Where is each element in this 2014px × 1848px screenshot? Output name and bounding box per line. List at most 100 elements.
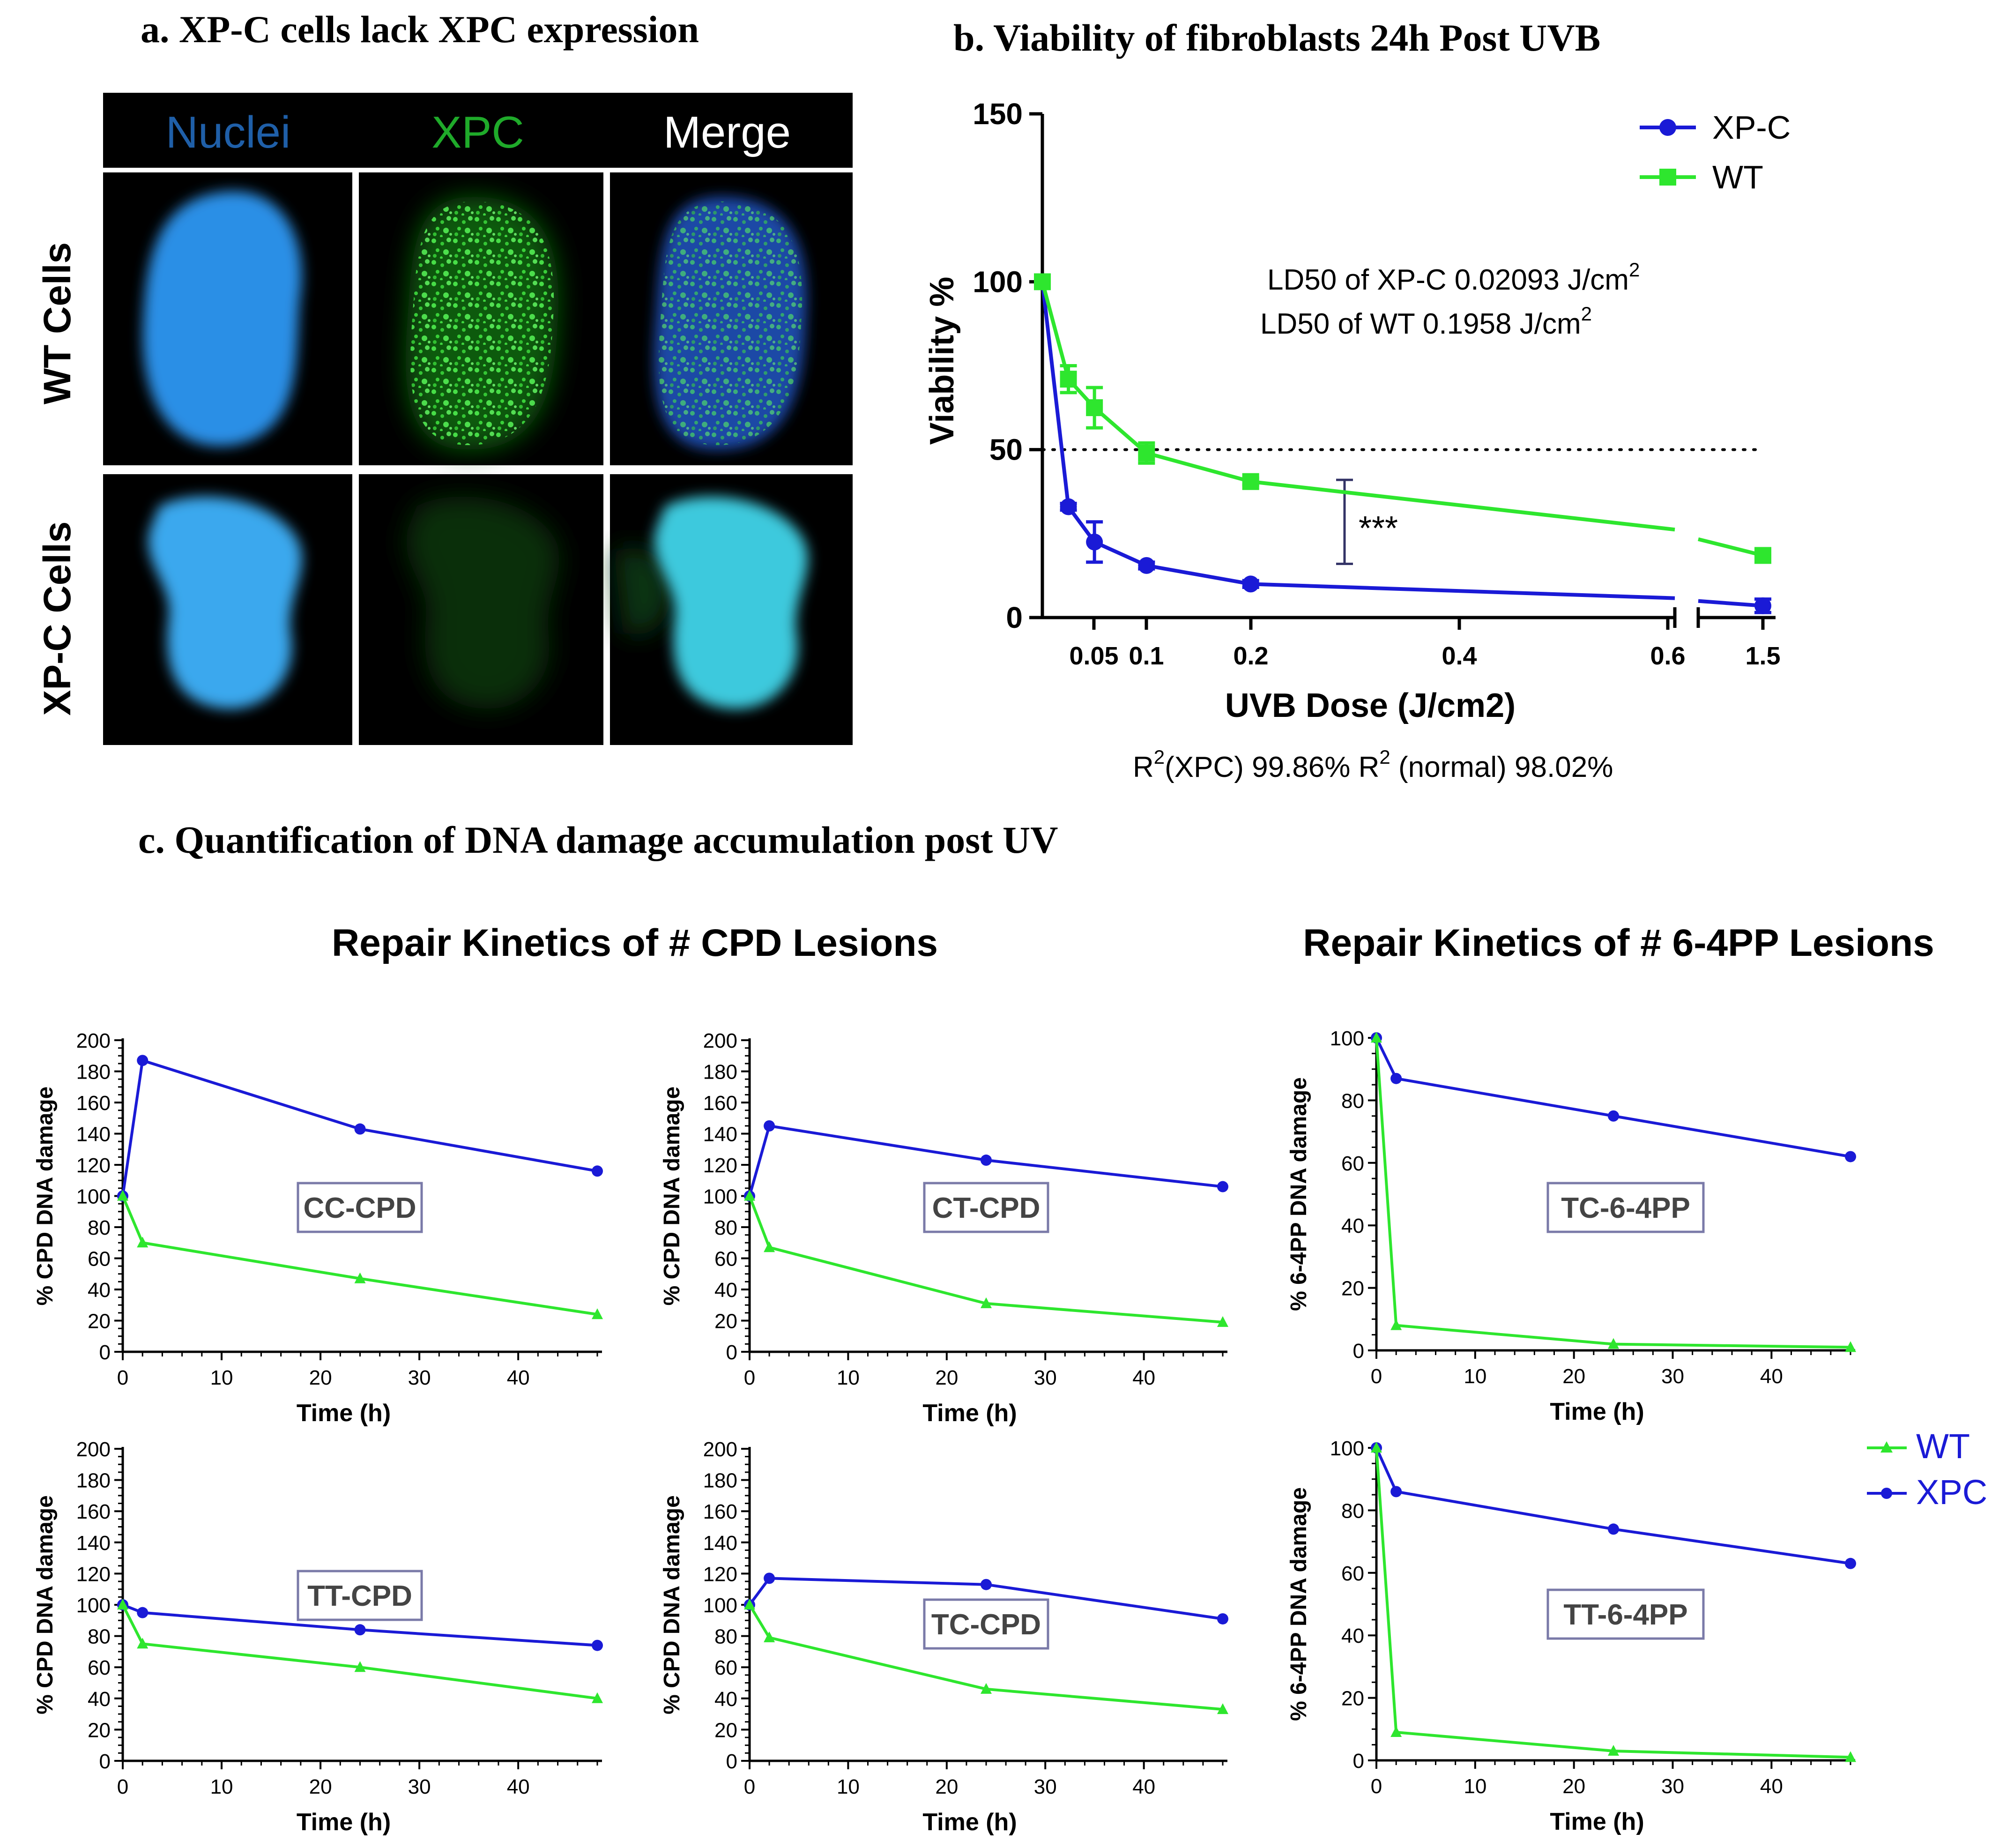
kinetics-line-xpc xyxy=(1375,1447,1851,1565)
kinetics-x-axis-title: Time (h) xyxy=(1550,1808,1644,1835)
kinetics-chart-label-box xyxy=(297,1182,423,1233)
kinetics-x-axis-title: Time (h) xyxy=(297,1400,391,1427)
kinetics-chart-label: TC-CPD xyxy=(931,1609,1041,1641)
significance-stars: *** xyxy=(1359,510,1398,547)
kinetics-x-tick-label: 30 xyxy=(1661,1775,1684,1798)
panel-c-title: c. Quantification of DNA damage accumula… xyxy=(138,819,1058,861)
kinetics-line-wt xyxy=(121,1604,598,1700)
kinetics-y-tick-label: 0 xyxy=(99,1341,111,1364)
kinetics-y-tick-label: 80 xyxy=(714,1625,737,1648)
kinetics-x-tick-label: 40 xyxy=(1760,1365,1783,1388)
kinetics-point-wt xyxy=(117,1599,128,1610)
kinetics-y-tick-label: 40 xyxy=(88,1688,111,1711)
kinetics-x-tick-label: 40 xyxy=(1132,1366,1155,1389)
ld50-xpc-annotation: LD50 of XP-C 0.02093 J/cm2 xyxy=(1267,259,1640,296)
kinetics-x-axis-title: Time (h) xyxy=(922,1809,1017,1836)
kinetics-x-tick-label: 10 xyxy=(1464,1365,1486,1388)
kinetics-y-tick-label: 200 xyxy=(76,1438,111,1461)
kinetics-x-axis-title: Time (h) xyxy=(297,1809,391,1836)
kinetics-point-wt xyxy=(1608,1744,1619,1756)
kinetics-x-tick-label: 20 xyxy=(309,1366,332,1389)
kinetics-point-wt xyxy=(137,1638,149,1649)
kinetics-x-tick-label: 30 xyxy=(1661,1365,1684,1388)
viability-y-axis-title: Viability % xyxy=(923,277,961,445)
kinetics-y-tick-label: 60 xyxy=(1341,1562,1364,1585)
kinetics-x-axis-title: Time (h) xyxy=(922,1400,1017,1427)
kinetics-point-wt xyxy=(592,1308,603,1319)
kinetics-y-tick-label: 160 xyxy=(76,1500,111,1523)
kinetics-y-tick-label: 40 xyxy=(714,1688,737,1711)
kinetics-point-wt xyxy=(1608,1338,1619,1349)
kinetics-y-tick-label: 160 xyxy=(703,1092,737,1115)
kinetics-y-tick-label: 20 xyxy=(1341,1687,1364,1710)
kinetics-x-tick-label: 0 xyxy=(744,1775,755,1798)
kinetics-y-tick-label: 0 xyxy=(99,1750,111,1773)
kinetics-y-axis-title: % 6-4PP DNA damage xyxy=(1286,1077,1311,1311)
viability-y-tick-label: 100 xyxy=(973,265,1023,298)
kinetics-y-tick-label: 100 xyxy=(1330,1437,1364,1460)
kinetics-x-tick-label: 20 xyxy=(1562,1365,1585,1388)
kinetics-y-tick-label: 120 xyxy=(703,1563,737,1586)
kinetics-point-xpc xyxy=(1608,1523,1619,1535)
kinetics-y-tick-label: 100 xyxy=(76,1594,111,1617)
kinetics-y-tick-label: 40 xyxy=(88,1279,111,1302)
panel-a-header-bar xyxy=(103,93,853,168)
kinetics-point-xpc xyxy=(1217,1613,1228,1624)
kinetics-point-xpc xyxy=(1845,1557,1856,1569)
kinetics-x-tick-label: 10 xyxy=(837,1775,860,1798)
r-squared-annotation: R2(XPC) 99.86% R2 (normal) 98.02% xyxy=(1133,746,1613,783)
kinetics-point-wt xyxy=(1390,1319,1402,1330)
kinetics-point-xpc xyxy=(1390,1073,1402,1084)
kinetics-chart-label: TT-CPD xyxy=(307,1580,412,1612)
kinetics-x-tick-label: 20 xyxy=(935,1775,958,1798)
column-label-nuclei: Nuclei xyxy=(166,107,291,157)
kinetics-y-tick-label: 20 xyxy=(1341,1277,1364,1300)
column-label-merge: Merge xyxy=(663,107,791,157)
kinetics-y-tick-label: 180 xyxy=(76,1061,111,1084)
kinetics-point-xpc xyxy=(1217,1181,1228,1192)
kinetics-x-tick-label: 0 xyxy=(1371,1365,1382,1388)
kinetics-point-xpc xyxy=(137,1607,149,1618)
kinetics-chart-label-box xyxy=(923,1182,1049,1233)
kinetics-point-xpc xyxy=(1608,1110,1619,1122)
kinetics-x-tick-label: 0 xyxy=(744,1366,755,1389)
cpd-heading: Repair Kinetics of # CPD Lesions xyxy=(332,922,938,964)
panel-b: b. Viability of fibroblasts 24h Post UVB… xyxy=(923,16,1791,783)
kinetics-line-wt xyxy=(1375,1037,1851,1349)
kinetics-y-axis-title: % 6-4PP DNA damage xyxy=(1286,1487,1311,1721)
kinetics-x-tick-label: 30 xyxy=(408,1366,431,1389)
kinetics-y-tick-label: 60 xyxy=(1341,1152,1364,1175)
viability-line-wt xyxy=(1040,281,1675,532)
kinetics-y-tick-label: 140 xyxy=(76,1123,111,1146)
kinetics-x-tick-label: 30 xyxy=(408,1775,431,1798)
kinetics-y-tick-label: 180 xyxy=(703,1469,737,1492)
kinetics-y-axis-title: % CPD DNA damage xyxy=(660,1495,684,1714)
viability-legend-label: WT xyxy=(1712,159,1763,195)
kinetics-y-tick-label: 200 xyxy=(76,1029,111,1052)
kinetics-y-tick-label: 120 xyxy=(76,1154,111,1177)
kinetics-x-tick-label: 10 xyxy=(1464,1775,1486,1798)
kinetics-y-tick-label: 140 xyxy=(703,1532,737,1555)
legend-wt-label: WT xyxy=(1916,1427,1970,1466)
kinetics-point-wt xyxy=(1845,1751,1856,1762)
kinetics-x-tick-label: 0 xyxy=(1371,1775,1382,1798)
kinetics-y-tick-label: 100 xyxy=(76,1185,111,1208)
kinetics-y-tick-label: 200 xyxy=(703,1029,737,1052)
kinetics-point-wt xyxy=(1217,1316,1228,1327)
kinetics-point-xpc xyxy=(354,1123,366,1135)
kinetics-x-tick-label: 10 xyxy=(210,1366,233,1389)
kinetics-line-wt xyxy=(748,1604,1223,1711)
kinetics-point-wt xyxy=(981,1683,992,1694)
data-point-xp-c xyxy=(1242,575,1259,593)
kinetics-x-tick-label: 0 xyxy=(117,1366,128,1389)
panel-b-title: b. Viability of fibroblasts 24h Post UVB xyxy=(953,16,1600,59)
kinetics-x-tick-label: 40 xyxy=(1760,1775,1783,1798)
viability-legend-label: XP-C xyxy=(1712,109,1791,146)
kinetics-line-wt xyxy=(748,1195,1223,1324)
nucleus-wt-blue xyxy=(142,191,302,447)
panel-a: a. XP-C cells lack XPC expression Nuclei… xyxy=(36,8,853,745)
kinetics-y-tick-label: 100 xyxy=(703,1594,737,1617)
kinetics-line-wt xyxy=(1375,1447,1851,1759)
kinetics-point-xpc xyxy=(592,1639,603,1651)
kinetics-point-wt xyxy=(354,1661,366,1672)
